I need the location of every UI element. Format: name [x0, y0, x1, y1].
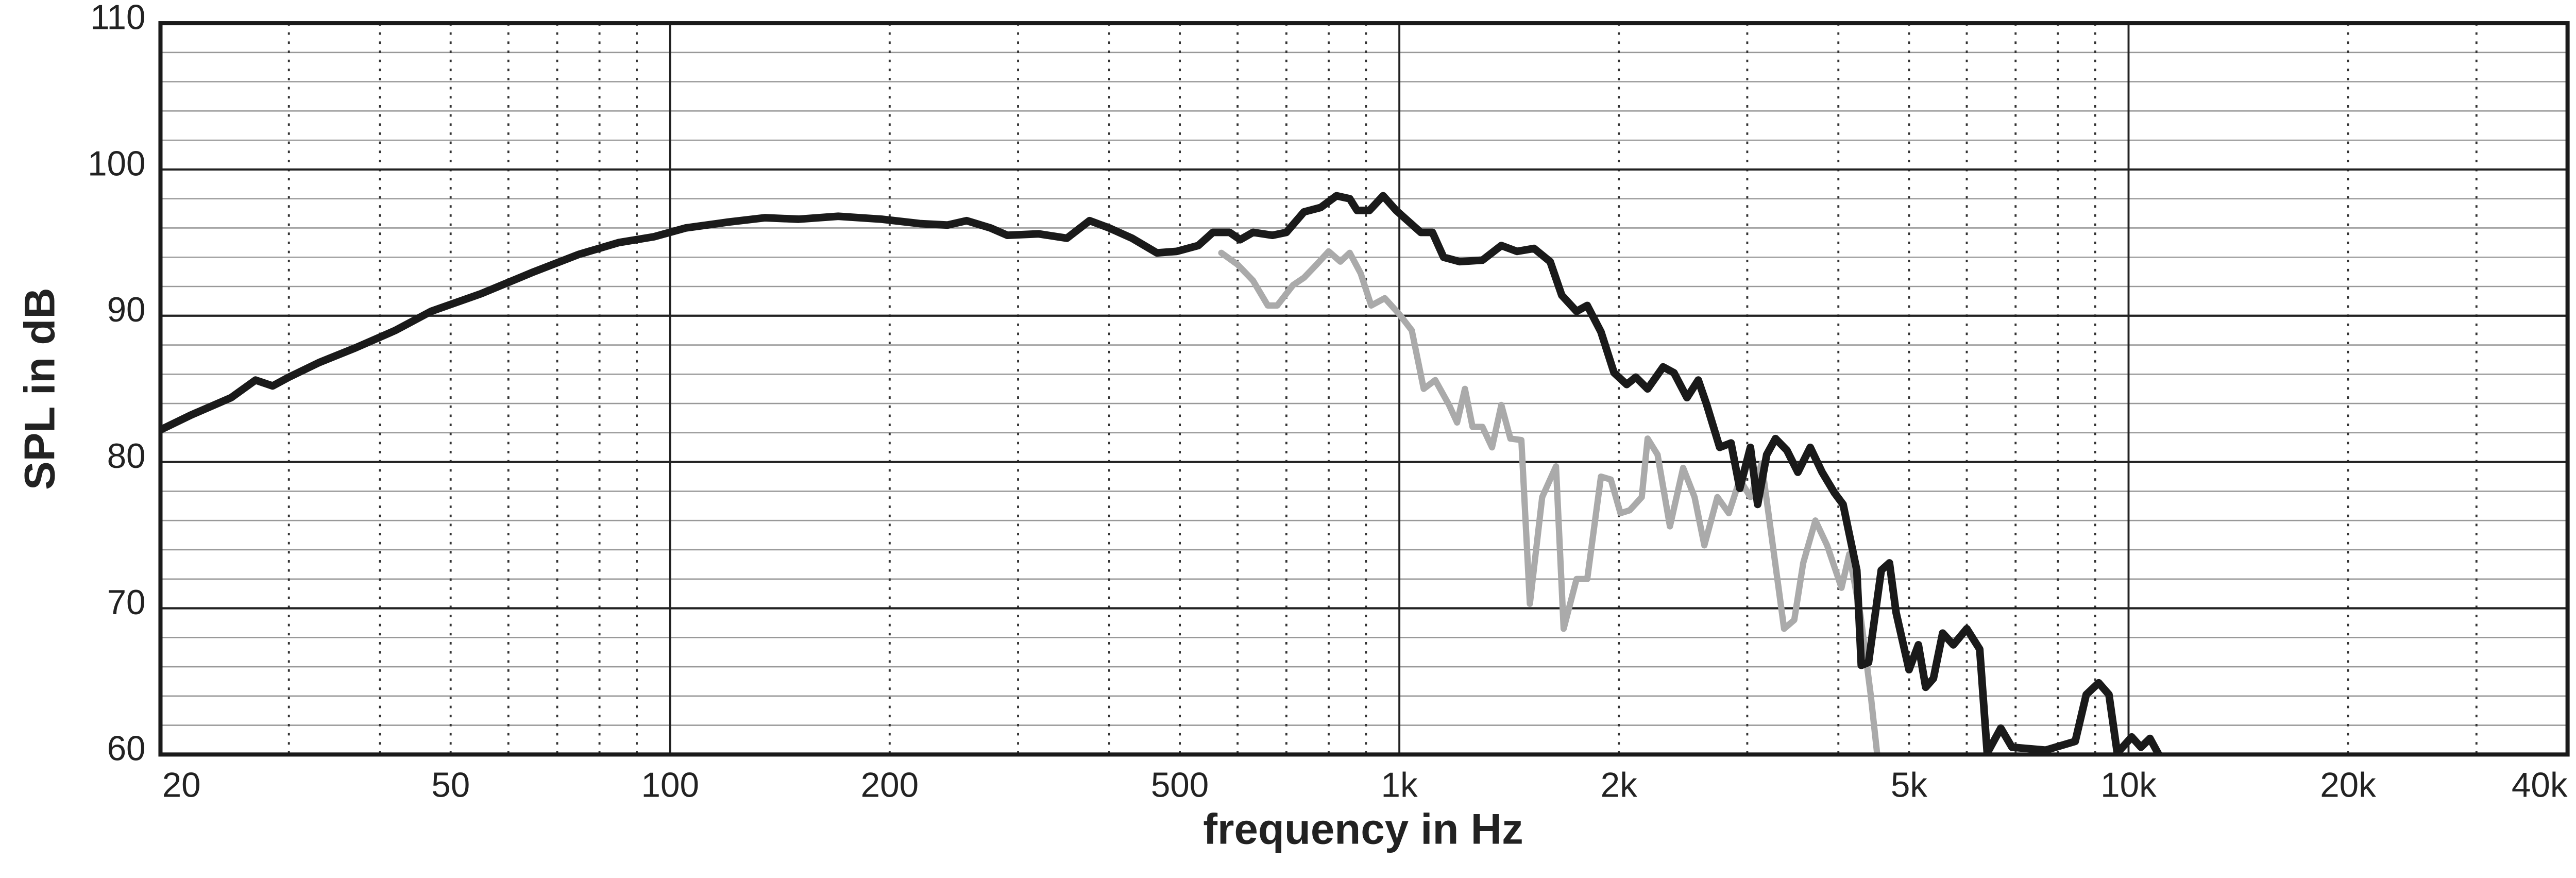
x-tick-label: 200	[861, 766, 919, 804]
x-tick-label: 50	[431, 766, 470, 804]
y-tick-label: 110	[90, 0, 146, 37]
y-tick-label: 80	[107, 437, 146, 476]
x-tick-label: 500	[1151, 766, 1209, 804]
x-tick-label: 2k	[1601, 766, 1637, 804]
y-tick-label: 90	[107, 291, 146, 329]
data-line	[1218, 248, 1880, 755]
x-tick-label: 5k	[1891, 766, 1927, 804]
y-tick-label: 70	[107, 583, 146, 622]
plot-frame	[158, 21, 2570, 757]
x-axis-title: frequency in Hz	[1203, 804, 1523, 853]
x-tick-label: 20	[162, 766, 201, 804]
x-tick-label: 10k	[2100, 766, 2157, 804]
x-tick-label: 20k	[2320, 766, 2376, 804]
y-axis-title: SPL in dB	[15, 288, 64, 490]
y-tick-label: 60	[107, 730, 146, 768]
y-tick-label: 100	[88, 144, 146, 183]
x-tick-label: 40k	[2512, 766, 2568, 804]
x-tick-label: 100	[641, 766, 700, 804]
data-line	[160, 192, 2163, 755]
x-tick-label: 1k	[1381, 766, 1418, 804]
